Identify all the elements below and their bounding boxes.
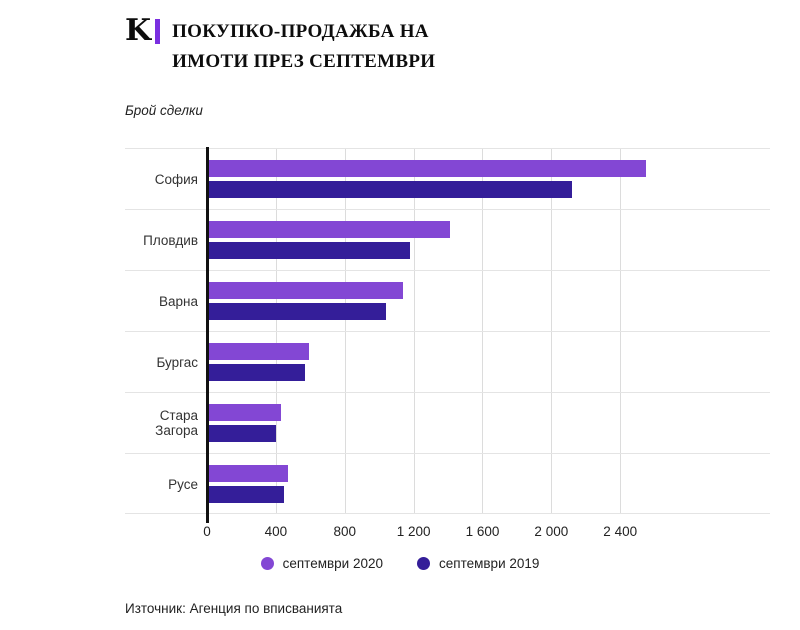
x-axis-tick-labels: 0 400 800 1 200 1 600 2 000 2 400	[125, 514, 770, 548]
gridline-800	[344, 148, 346, 513]
bar-chart: София Пловдив Варна Бургас Стара Загора Русе …	[125, 147, 770, 548]
gridline-2000	[551, 148, 553, 513]
x-tick-label: 400	[264, 524, 288, 539]
chart-title: ПОКУПКО-ПРОДАЖБА НА ИМОТИ ПРЕЗ СЕПТЕМВРИ	[172, 16, 435, 77]
bar-септември-2019	[207, 303, 387, 320]
bar-септември-2019	[207, 425, 276, 442]
bar-group	[207, 454, 770, 514]
bar-септември-2020	[207, 221, 450, 238]
logo-bar-icon	[155, 19, 161, 44]
legend-dot-icon	[260, 557, 274, 570]
chart-row: Пловдив	[125, 209, 770, 270]
category-label: София	[154, 171, 198, 187]
header: K ПОКУПКО-ПРОДАЖБА НА ИМОТИ ПРЕЗ СЕПТЕМВ…	[0, 0, 800, 77]
chart-gridlines	[125, 148, 770, 513]
gridline-1200	[413, 148, 415, 513]
y-axis-line	[206, 147, 209, 523]
bar-group	[207, 210, 770, 270]
category-label: Бургас	[156, 354, 198, 370]
x-tick-label: 0	[203, 524, 211, 539]
bar-септември-2019	[207, 486, 284, 503]
bar-септември-2019	[207, 364, 306, 381]
chart-row: София	[125, 148, 770, 209]
kapital-logo: K	[125, 13, 161, 48]
legend-item: септември 2020	[260, 556, 383, 571]
x-tick-label: 1 200	[396, 524, 431, 539]
bar-септември-2020	[207, 404, 282, 421]
legend-item: септември 2019	[417, 556, 539, 571]
source-note: Източник: Агенция по вписванията	[125, 601, 343, 616]
chart-row: Варна	[125, 270, 770, 331]
title-line-1: ПОКУПКО-ПРОДАЖБА НА	[172, 21, 429, 42]
legend-dot-icon	[417, 557, 430, 570]
legend-label: септември 2019	[439, 556, 540, 571]
chart-rows: София Пловдив Варна Бургас Стара Загора Русе	[125, 148, 770, 514]
category-label: Стара Загора	[155, 408, 198, 438]
gridline-2400	[620, 148, 622, 513]
bar-group	[207, 271, 770, 331]
x-tick-label: 2 000	[534, 524, 569, 539]
logo-letter: K	[125, 13, 152, 48]
plot-area: София Пловдив Варна Бургас Стара Загора Русе	[125, 147, 770, 523]
gridline-1600	[482, 148, 484, 513]
bar-group	[207, 149, 770, 209]
legend-label: септември 2020	[282, 556, 383, 571]
bar-септември-2019	[207, 242, 411, 259]
bar-септември-2020	[207, 343, 309, 360]
bar-group	[207, 393, 770, 453]
x-tick-label: 2 400	[603, 524, 638, 539]
bar-септември-2019	[207, 181, 572, 198]
bar-септември-2020	[207, 160, 647, 177]
bar-group	[207, 332, 770, 392]
category-label: Русе	[168, 476, 198, 492]
category-label: Пловдив	[143, 232, 198, 248]
title-line-2: ИМОТИ ПРЕЗ СЕПТЕМВРИ	[172, 51, 436, 72]
category-label: Варна	[159, 293, 198, 309]
gridline-400	[275, 148, 277, 513]
chart-row: Русе	[125, 453, 770, 514]
chart-row: Стара Загора	[125, 392, 770, 453]
x-tick-label: 800	[333, 524, 356, 539]
bar-септември-2020	[207, 282, 404, 299]
units-label: Брой сделки	[125, 103, 203, 118]
chart-row: Бургас	[125, 331, 770, 392]
x-tick-label: 1 600	[465, 524, 500, 539]
bar-септември-2020	[207, 465, 288, 482]
chart-legend: септември 2020 септември 2019	[0, 556, 800, 571]
